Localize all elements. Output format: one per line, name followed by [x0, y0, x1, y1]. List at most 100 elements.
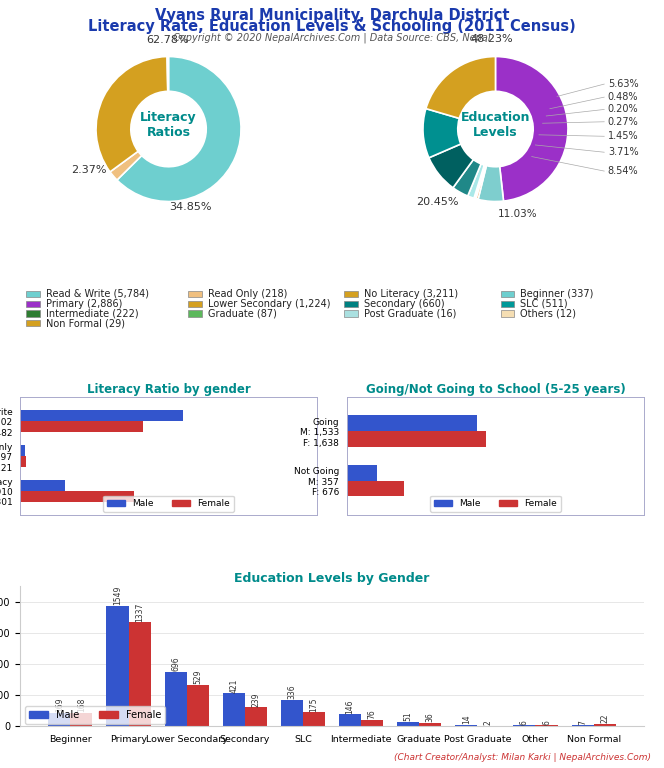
Bar [501, 310, 514, 316]
Bar [347, 465, 377, 481]
Text: Vyans Rural Municipality, Darchula District: Vyans Rural Municipality, Darchula Distr… [155, 8, 509, 23]
Bar [48, 713, 70, 726]
Text: 36: 36 [426, 713, 435, 723]
Text: 5.63%: 5.63% [608, 79, 639, 89]
Title: Literacy Ratio by gender: Literacy Ratio by gender [87, 382, 250, 396]
Bar [26, 310, 40, 316]
Bar [347, 481, 404, 496]
Text: Literacy
Ratios: Literacy Ratios [140, 111, 197, 140]
Wedge shape [475, 165, 485, 199]
Bar [20, 445, 25, 456]
Legend: Male, Female: Male, Female [104, 495, 234, 512]
Wedge shape [429, 144, 473, 187]
Text: 2: 2 [484, 720, 493, 725]
Text: 0.48%: 0.48% [608, 92, 638, 102]
Text: No Literacy (3,211): No Literacy (3,211) [365, 289, 459, 299]
Text: Intermediate (222): Intermediate (222) [46, 309, 139, 319]
Text: Copyright © 2020 NepalArchives.Com | Data Source: CBS, Nepal: Copyright © 2020 NepalArchives.Com | Dat… [173, 32, 491, 43]
Title: Education Levels by Gender: Education Levels by Gender [234, 572, 430, 585]
Text: 51: 51 [404, 712, 412, 721]
Text: 7: 7 [578, 720, 587, 724]
Text: SLC (511): SLC (511) [521, 299, 568, 309]
Text: Literacy Rate, Education Levels & Schooling (2011 Census): Literacy Rate, Education Levels & School… [88, 19, 576, 35]
Wedge shape [478, 166, 503, 201]
Text: 336: 336 [288, 684, 296, 699]
Bar [189, 291, 202, 297]
Wedge shape [476, 165, 487, 200]
Bar [222, 694, 245, 726]
Text: Primary (2,886): Primary (2,886) [46, 299, 123, 309]
Text: Secondary (660): Secondary (660) [365, 299, 445, 309]
Wedge shape [110, 151, 141, 180]
Text: 62.78%: 62.78% [146, 35, 189, 45]
Text: 22: 22 [600, 714, 609, 723]
Bar [189, 300, 202, 306]
Text: 1549: 1549 [113, 586, 122, 605]
Bar [347, 432, 486, 447]
Wedge shape [96, 57, 168, 172]
Text: 34.85%: 34.85% [169, 202, 212, 212]
Text: Non Formal (29): Non Formal (29) [46, 318, 125, 328]
Bar [397, 722, 419, 726]
Wedge shape [467, 164, 484, 198]
Bar [106, 606, 129, 726]
Bar [361, 720, 383, 726]
Text: 6: 6 [520, 720, 529, 725]
Text: Others (12): Others (12) [521, 309, 576, 319]
Text: Read Only (218): Read Only (218) [208, 289, 288, 299]
Text: 76: 76 [368, 710, 376, 720]
Bar [347, 415, 477, 432]
Bar [20, 410, 183, 421]
Text: 1337: 1337 [135, 602, 144, 621]
Bar [20, 491, 134, 502]
Text: Lower Secondary (1,224): Lower Secondary (1,224) [208, 299, 331, 309]
Text: 529: 529 [193, 670, 203, 684]
Text: Beginner (337): Beginner (337) [521, 289, 594, 299]
Text: 239: 239 [252, 692, 260, 707]
Bar [303, 712, 325, 726]
Text: 175: 175 [309, 697, 319, 712]
Text: Education
Levels: Education Levels [461, 111, 531, 140]
Bar [165, 672, 187, 726]
Text: 146: 146 [345, 700, 355, 713]
Bar [419, 723, 442, 726]
Bar [189, 310, 202, 316]
Bar [281, 700, 303, 726]
Wedge shape [426, 57, 495, 118]
Bar [20, 480, 65, 491]
Bar [20, 421, 143, 432]
Text: 696: 696 [171, 657, 180, 671]
Wedge shape [474, 165, 485, 199]
Bar [187, 685, 208, 726]
Wedge shape [117, 57, 241, 201]
Title: Going/Not Going to School (5-25 years): Going/Not Going to School (5-25 years) [366, 382, 625, 396]
Text: 0.27%: 0.27% [608, 117, 639, 127]
Bar [345, 310, 358, 316]
Wedge shape [495, 57, 568, 201]
Text: Post Graduate (16): Post Graduate (16) [365, 309, 457, 319]
Text: Graduate (87): Graduate (87) [208, 309, 278, 319]
Text: 3.71%: 3.71% [608, 147, 639, 157]
Text: 421: 421 [229, 678, 238, 693]
Legend: Male, Female: Male, Female [25, 706, 165, 723]
Bar [129, 622, 151, 726]
Bar [501, 291, 514, 297]
Wedge shape [167, 57, 169, 91]
Text: 1.45%: 1.45% [608, 131, 639, 141]
Text: 48.23%: 48.23% [471, 34, 513, 44]
Bar [594, 724, 616, 726]
Text: 6: 6 [542, 720, 551, 725]
Legend: Male, Female: Male, Female [430, 495, 560, 512]
Text: 14: 14 [461, 714, 471, 724]
Bar [26, 320, 40, 326]
Bar [339, 714, 361, 726]
Bar [70, 713, 92, 726]
Text: 169: 169 [55, 697, 64, 712]
Bar [501, 300, 514, 306]
Text: 11.03%: 11.03% [497, 210, 537, 220]
Text: Read & Write (5,784): Read & Write (5,784) [46, 289, 149, 299]
Text: 2.37%: 2.37% [71, 164, 106, 174]
Wedge shape [423, 108, 461, 157]
Bar [26, 300, 40, 306]
Text: 8.54%: 8.54% [608, 166, 639, 176]
